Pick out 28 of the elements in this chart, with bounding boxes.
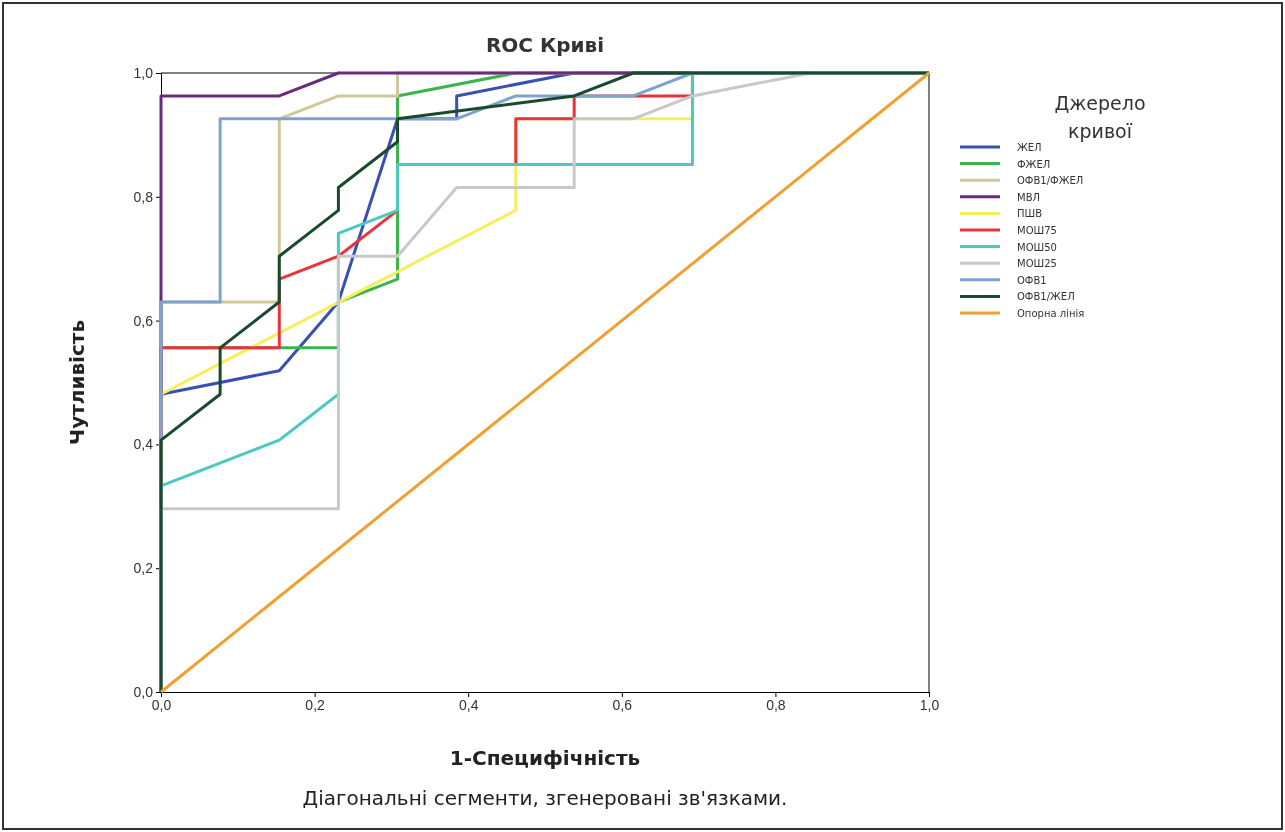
legend-label: ПШВ <box>1017 208 1043 220</box>
legend-label: ФЖЕЛ <box>1017 158 1051 170</box>
x-tick-label: 0,2 <box>305 696 326 713</box>
legend-title: Джерело кривої <box>1054 92 1146 142</box>
text: Діагональні сегменти, згенеровані зв'язками. <box>302 786 788 810</box>
x-axis-title: 1-Специфічність <box>449 746 641 770</box>
legend-label: МВЛ <box>1017 191 1041 203</box>
x-tick-label: 0,8 <box>766 696 786 713</box>
chart-title: ROC Криві <box>485 33 605 57</box>
x-tick-label: 0,6 <box>612 696 633 713</box>
y-tick-label: 0,0 <box>133 683 154 700</box>
y-tick-label: 0,6 <box>133 312 154 329</box>
x-tick-label: 0,4 <box>458 696 479 713</box>
legend-label: МОШ75 <box>1017 225 1057 236</box>
legend-label: МОШ25 <box>1017 258 1057 270</box>
legend-label: МОШ50 <box>1017 241 1057 253</box>
y-tick-label: 0,8 <box>133 188 154 205</box>
x-tick-label: 1,0 <box>919 696 940 713</box>
legend-label: ЖЕЛ <box>1017 142 1042 153</box>
x-tick-label: 0,0 <box>151 696 172 713</box>
y-tick-label: 0,2 <box>133 560 154 577</box>
legend-label: ОФВ1 <box>1017 274 1047 286</box>
y-tick-label: 0,4 <box>133 436 154 453</box>
y-axis-title: Чутливість <box>65 319 89 446</box>
legend-label: ОФВ1/ФЖЕЛ <box>1017 175 1084 187</box>
legend-label: ОФВ1/ЖЕЛ <box>1017 291 1075 303</box>
legend-label: Опорна лінія <box>1017 308 1085 319</box>
y-tick-label: 1,0 <box>133 64 154 81</box>
